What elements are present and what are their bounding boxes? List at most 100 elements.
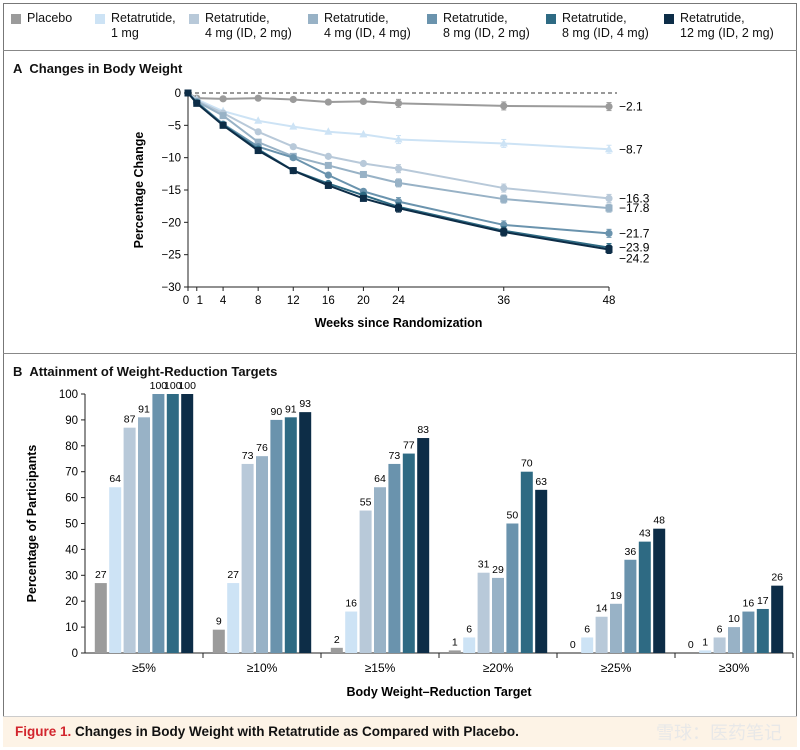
data-point [254, 138, 262, 146]
bar [181, 394, 194, 653]
legend-label: Retatrutide, 4 mg (ID, 4 mg) [324, 11, 411, 40]
bar-value-label: 29 [492, 564, 504, 576]
x-tick-label: 8 [255, 295, 261, 307]
x-tick-label: 0 [183, 295, 189, 307]
bar [152, 394, 165, 653]
bar [299, 412, 312, 653]
bar-value-label: 64 [109, 473, 121, 485]
bar [463, 637, 476, 653]
bar [270, 419, 283, 653]
legend-label: Retatrutide, 8 mg (ID, 4 mg) [562, 11, 649, 40]
bar-value-label: 31 [478, 559, 490, 571]
data-point [219, 112, 227, 120]
data-point [394, 198, 403, 206]
panel-a: A Changes in Body Weight 0 −5 −10 −15 −20 −25 −… [3, 51, 797, 354]
panel-b-title-text: Attainment of Weight-Reduction Targets [29, 364, 278, 379]
series-end-label: −24.2 [619, 252, 650, 266]
series-line [187, 92, 610, 151]
panel-b-letter: B [13, 364, 23, 379]
caption-figure-label: Figure 1. [15, 724, 72, 739]
y-tick-label: 100 [59, 389, 78, 401]
x-tick-label: 24 [392, 295, 405, 307]
data-point [394, 99, 403, 107]
legend-swatch [95, 14, 105, 24]
data-point [254, 147, 262, 155]
bar-value-label: 91 [285, 403, 297, 415]
bar [138, 417, 150, 653]
data-point [219, 95, 227, 103]
watermark: 雪球：医药笔记 [656, 723, 782, 743]
bar-value-label: 0 [570, 639, 576, 651]
bar-value-label: 0 [688, 639, 694, 651]
bar [535, 489, 548, 653]
bar [241, 463, 254, 653]
legend-swatch [664, 14, 674, 24]
data-point [254, 94, 262, 102]
bar-value-label: 70 [521, 458, 533, 470]
data-point [289, 95, 297, 104]
data-point [254, 116, 263, 124]
bar [388, 463, 401, 653]
data-point [605, 144, 613, 153]
legend-label: Retatrutide, 4 mg (ID, 2 mg) [205, 11, 292, 40]
legend-label: Retatrutide, 1 mg [111, 11, 176, 40]
bar [256, 456, 268, 653]
bar [506, 523, 519, 653]
legend-swatch [189, 14, 199, 24]
bar-value-label: 63 [535, 476, 547, 488]
bar [448, 650, 461, 653]
data-point [324, 98, 332, 106]
bar [284, 417, 297, 653]
y-tick-label: 90 [65, 415, 78, 427]
data-point [394, 165, 403, 173]
bar-value-label: 26 [771, 572, 783, 584]
bar [359, 510, 372, 653]
bar [227, 583, 240, 653]
bar [330, 647, 343, 653]
data-point [605, 204, 613, 212]
legend-swatch [308, 14, 318, 24]
data-point [254, 128, 262, 136]
panel-a-title: A Changes in Body Weight [13, 61, 182, 76]
bar-value-label: 90 [271, 406, 283, 418]
data-point [359, 170, 367, 178]
bar [374, 487, 386, 653]
data-point [289, 167, 297, 175]
bar-value-label: 6 [717, 623, 723, 635]
data-point [324, 127, 333, 135]
bar [166, 394, 179, 653]
y-tick-label: 30 [65, 570, 78, 582]
data-point [289, 154, 297, 162]
data-point [193, 99, 201, 107]
category-label: ≥15% [365, 661, 396, 675]
y-tick-label: 80 [65, 441, 78, 453]
series-group [184, 89, 613, 238]
y-axis-title: Percentage of Participants [25, 445, 39, 603]
bar-value-label: 16 [743, 598, 755, 610]
bar [653, 528, 666, 653]
series-end-label: −2.1 [619, 100, 643, 114]
data-point [605, 194, 613, 203]
bar [728, 627, 740, 653]
bar-value-label: 100 [178, 380, 196, 392]
bar [477, 572, 490, 653]
legend-label: Retatrutide, 8 mg (ID, 2 mg) [443, 11, 530, 40]
series-group [184, 89, 613, 213]
series-line [187, 92, 610, 251]
x-tick-label: 12 [287, 295, 300, 307]
data-point [324, 171, 332, 179]
bar-value-label: 87 [124, 414, 136, 426]
data-point [605, 229, 613, 237]
panel-a-letter: A [13, 61, 23, 76]
bar [94, 583, 107, 653]
data-point [324, 181, 332, 189]
legend-swatch [546, 14, 556, 24]
data-point [359, 194, 367, 202]
x-tick-label: 48 [603, 295, 616, 307]
data-point [500, 184, 508, 192]
y-tick-label: −15 [161, 185, 181, 197]
bar-value-label: 27 [227, 569, 239, 581]
bar-value-label: 36 [625, 546, 637, 558]
bar [212, 629, 225, 653]
bar-value-label: 55 [360, 497, 372, 509]
